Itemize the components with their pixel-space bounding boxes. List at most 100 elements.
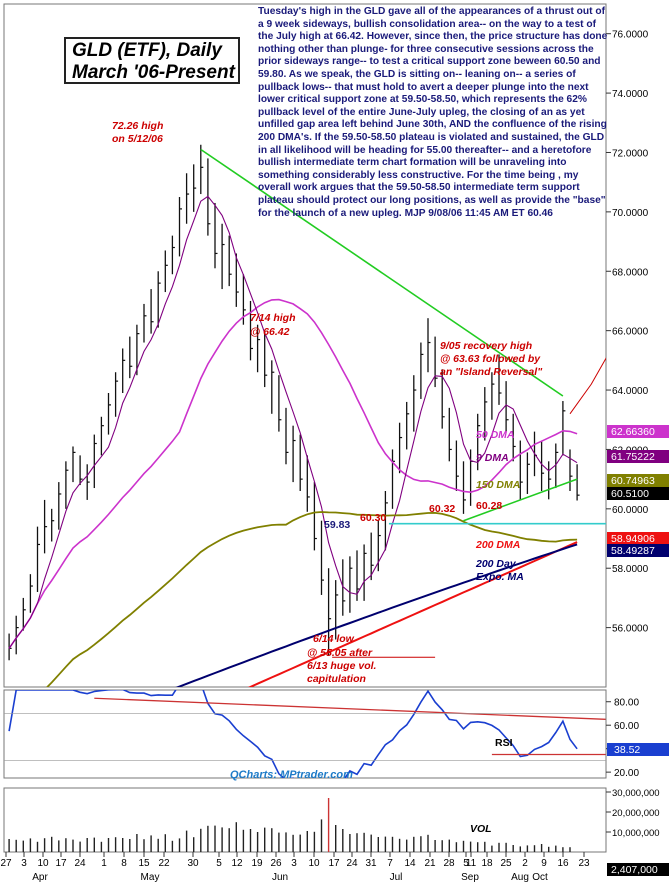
rsi-line: [8, 690, 578, 778]
x-tick-label: 18: [481, 858, 493, 869]
downtrend-line: [200, 148, 564, 397]
x-tick-label: 12: [231, 858, 243, 869]
x-tick-label: 3: [291, 858, 297, 869]
x-tick-label: 24: [74, 858, 86, 869]
x-tick-label: 17: [55, 858, 67, 869]
ema-legend-label-2: Expo. MA: [476, 571, 524, 583]
annotation-text: 60.32: [429, 503, 455, 515]
ema-200-line: [175, 543, 578, 687]
island-reversal-pointer: [569, 357, 606, 415]
ma-150-value-box-text: 60.74963: [611, 475, 655, 487]
annotation-text: @ 66.42: [250, 326, 290, 338]
chart-title-line2: March '06-Present: [72, 62, 235, 83]
x-tick-label: 2: [522, 858, 528, 869]
x-tick-label: 19: [251, 858, 263, 869]
rsi-label: RSI: [495, 737, 513, 749]
ema-200-value-box-text: 58.49287: [611, 545, 655, 557]
price-ytick-label: 72.0000: [612, 148, 649, 159]
x-tick-label: 9: [541, 858, 547, 869]
x-tick-label: 23: [578, 858, 590, 869]
chart-title-box: GLD (ETF), Daily March '06-Present: [64, 37, 240, 84]
volume-ytick-label: 30,000,000: [612, 788, 660, 799]
x-month-label: Apr: [32, 872, 48, 883]
annotation-text: capitulation: [307, 673, 366, 685]
price-ytick-label: 76.0000: [612, 30, 649, 41]
rsi-value-text: 38.52: [614, 744, 640, 756]
ma-legend-label: 150 DMA: [476, 479, 520, 491]
rsi-panel-frame: [3, 689, 607, 779]
x-tick-label: 24: [346, 858, 358, 869]
ma-legend-label: 200 DMA: [475, 539, 520, 551]
ema-legend-label-1: 200 Day: [475, 558, 517, 570]
x-tick-label: 1: [101, 858, 107, 869]
last-price-box-text: 60.5100: [611, 488, 649, 500]
x-tick-label: 16: [557, 858, 569, 869]
x-tick-label: 7: [387, 858, 393, 869]
price-ytick-label: 64.0000: [612, 386, 649, 397]
ma-50-value-box-text: 62.66360: [611, 426, 655, 438]
x-month-label: May: [141, 872, 160, 883]
x-month-label: Sep: [461, 872, 479, 883]
x-tick-label: 30: [187, 858, 199, 869]
volume-panel-frame: [3, 787, 607, 853]
volume-ytick-label: 10,000,000: [612, 828, 660, 839]
annotation-text: 6/13 huge vol.: [307, 660, 377, 672]
ema-200-value-box: [607, 544, 669, 557]
x-tick-label: 22: [158, 858, 170, 869]
ma-200-value-box: [607, 532, 669, 545]
ma-150-line: [45, 511, 578, 687]
x-month-label: Oct: [532, 872, 548, 883]
price-ytick-label: 56.0000: [612, 624, 649, 635]
price-ytick-label: 58.0000: [612, 564, 649, 575]
x-month-label: Jun: [272, 872, 288, 883]
volume-value-text: 2,407,000: [611, 864, 658, 876]
ma-200-value-box-text: 58.94906: [611, 533, 655, 545]
chart-title-line1: GLD (ETF), Daily: [72, 40, 222, 61]
x-tick-label: 21: [424, 858, 436, 869]
x-tick-label: 3: [21, 858, 27, 869]
support-trend-line: [463, 478, 578, 522]
annotation-text: 60.28: [476, 500, 502, 512]
x-tick-label: 14: [404, 858, 416, 869]
x-tick-label: 8: [121, 858, 127, 869]
x-tick-label: 10: [37, 858, 49, 869]
x-month-label: Aug: [511, 872, 529, 883]
annotation-text: 72.26 high: [112, 120, 163, 132]
x-tick-label: 11: [466, 858, 477, 869]
x-tick-label: 15: [138, 858, 150, 869]
ma-legend-label: 9 DMA: [476, 452, 509, 464]
annotation-text: @ 63.63 followed by: [440, 353, 541, 365]
x-tick-label: 5: [463, 858, 469, 869]
price-ytick-label: 60.0000: [612, 505, 649, 516]
rsi-ytick-label: 80.00: [614, 698, 639, 709]
rsi-resistance-line: [94, 697, 606, 720]
volume-ytick-label: 20,000,000: [612, 808, 660, 819]
x-tick-label: 10: [308, 858, 320, 869]
annotation-text: 7/14 high: [250, 312, 296, 324]
x-tick-label: 5: [216, 858, 222, 869]
annotation-text: on 5/12/06: [112, 133, 163, 145]
x-tick-label: 28: [443, 858, 455, 869]
annotation-text: 6/14 low: [313, 633, 355, 645]
ma-200-line: [247, 541, 578, 687]
annotation-text: 59.83: [324, 519, 350, 531]
last-price-box: [607, 487, 669, 500]
ma-150-value-box: [607, 474, 669, 487]
ma-9-value-box: [607, 450, 669, 463]
price-ytick-label: 70.0000: [612, 208, 649, 219]
ma-legend-label: 50 DMA: [476, 429, 515, 441]
x-tick-label: 31: [365, 858, 377, 869]
ma-9-line: [8, 195, 578, 649]
price-ytick-label: 74.0000: [612, 89, 649, 100]
x-tick-label: 27: [0, 858, 12, 869]
annotation-text: @ 55.05 after: [307, 647, 373, 659]
x-tick-label: 17: [328, 858, 340, 869]
x-month-label: Jul: [390, 872, 403, 883]
annotation-text: an "Island Reversal": [440, 366, 543, 378]
chart-credit: QCharts: MPtrader.com: [230, 769, 353, 781]
ma-9-value-box-text: 61.75222: [611, 451, 655, 463]
annotation-text: 60.30: [360, 512, 386, 524]
x-tick-label: 25: [500, 858, 512, 869]
ma-50-value-box: [607, 425, 669, 438]
